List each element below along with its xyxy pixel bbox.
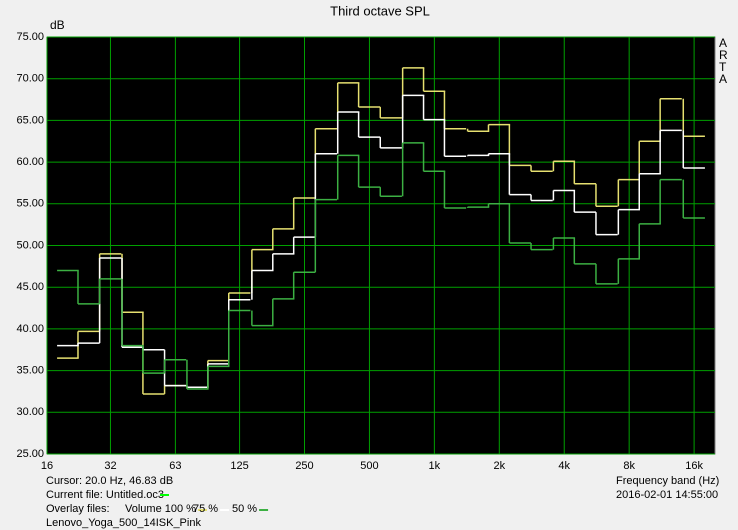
y-tick-label: 40.00 <box>16 323 44 335</box>
legend-entry: 50 % <box>232 503 257 515</box>
y-tick-label: 55.00 <box>16 198 44 210</box>
grid <box>46 36 715 455</box>
y-tick-label: 60.00 <box>16 156 44 168</box>
legend-entry: 75 % <box>193 503 218 515</box>
y-tick-label: 45.00 <box>16 281 44 293</box>
y-axis-label: dB <box>50 18 65 32</box>
watermark: ARTA <box>719 36 728 86</box>
y-tick-label: 50.00 <box>16 239 44 251</box>
file-name: Lenovo_Yoga_500_14ISK_Pink <box>46 517 201 529</box>
x-tick-label: 63 <box>169 460 181 472</box>
timestamp: 2016-02-01 14:55:00 <box>616 489 718 501</box>
overlay-label: Overlay files: <box>46 503 110 515</box>
x-tick-label: 16 <box>41 460 53 472</box>
x-tick-label: 500 <box>360 460 378 472</box>
x-tick-label: 4k <box>558 460 570 472</box>
current-file: Current file: Untitled.oc3 <box>46 489 164 501</box>
chart-title: Third octave SPL <box>330 3 430 18</box>
x-tick-label: 125 <box>230 460 248 472</box>
legend-entry: Volume 100 % <box>125 503 196 515</box>
x-axis-label: Frequency band (Hz) <box>616 475 719 487</box>
y-tick-label: 30.00 <box>16 406 44 418</box>
x-tick-label: 1k <box>429 460 441 472</box>
y-tick-label: 35.00 <box>16 365 44 377</box>
y-tick-label: 65.00 <box>16 114 44 126</box>
x-tick-label: 2k <box>493 460 505 472</box>
x-tick-label: 8k <box>623 460 635 472</box>
x-tick-label: 32 <box>104 460 116 472</box>
y-tick-label: 70.00 <box>16 73 44 85</box>
cursor-readout: Cursor: 20.0 Hz, 46.83 dB <box>46 475 173 487</box>
x-tick-label: 250 <box>295 460 313 472</box>
y-tick-label: 25.00 <box>16 448 44 460</box>
y-tick-label: 75.00 <box>16 31 44 43</box>
x-tick-label: 16k <box>685 460 703 472</box>
series <box>57 142 705 390</box>
